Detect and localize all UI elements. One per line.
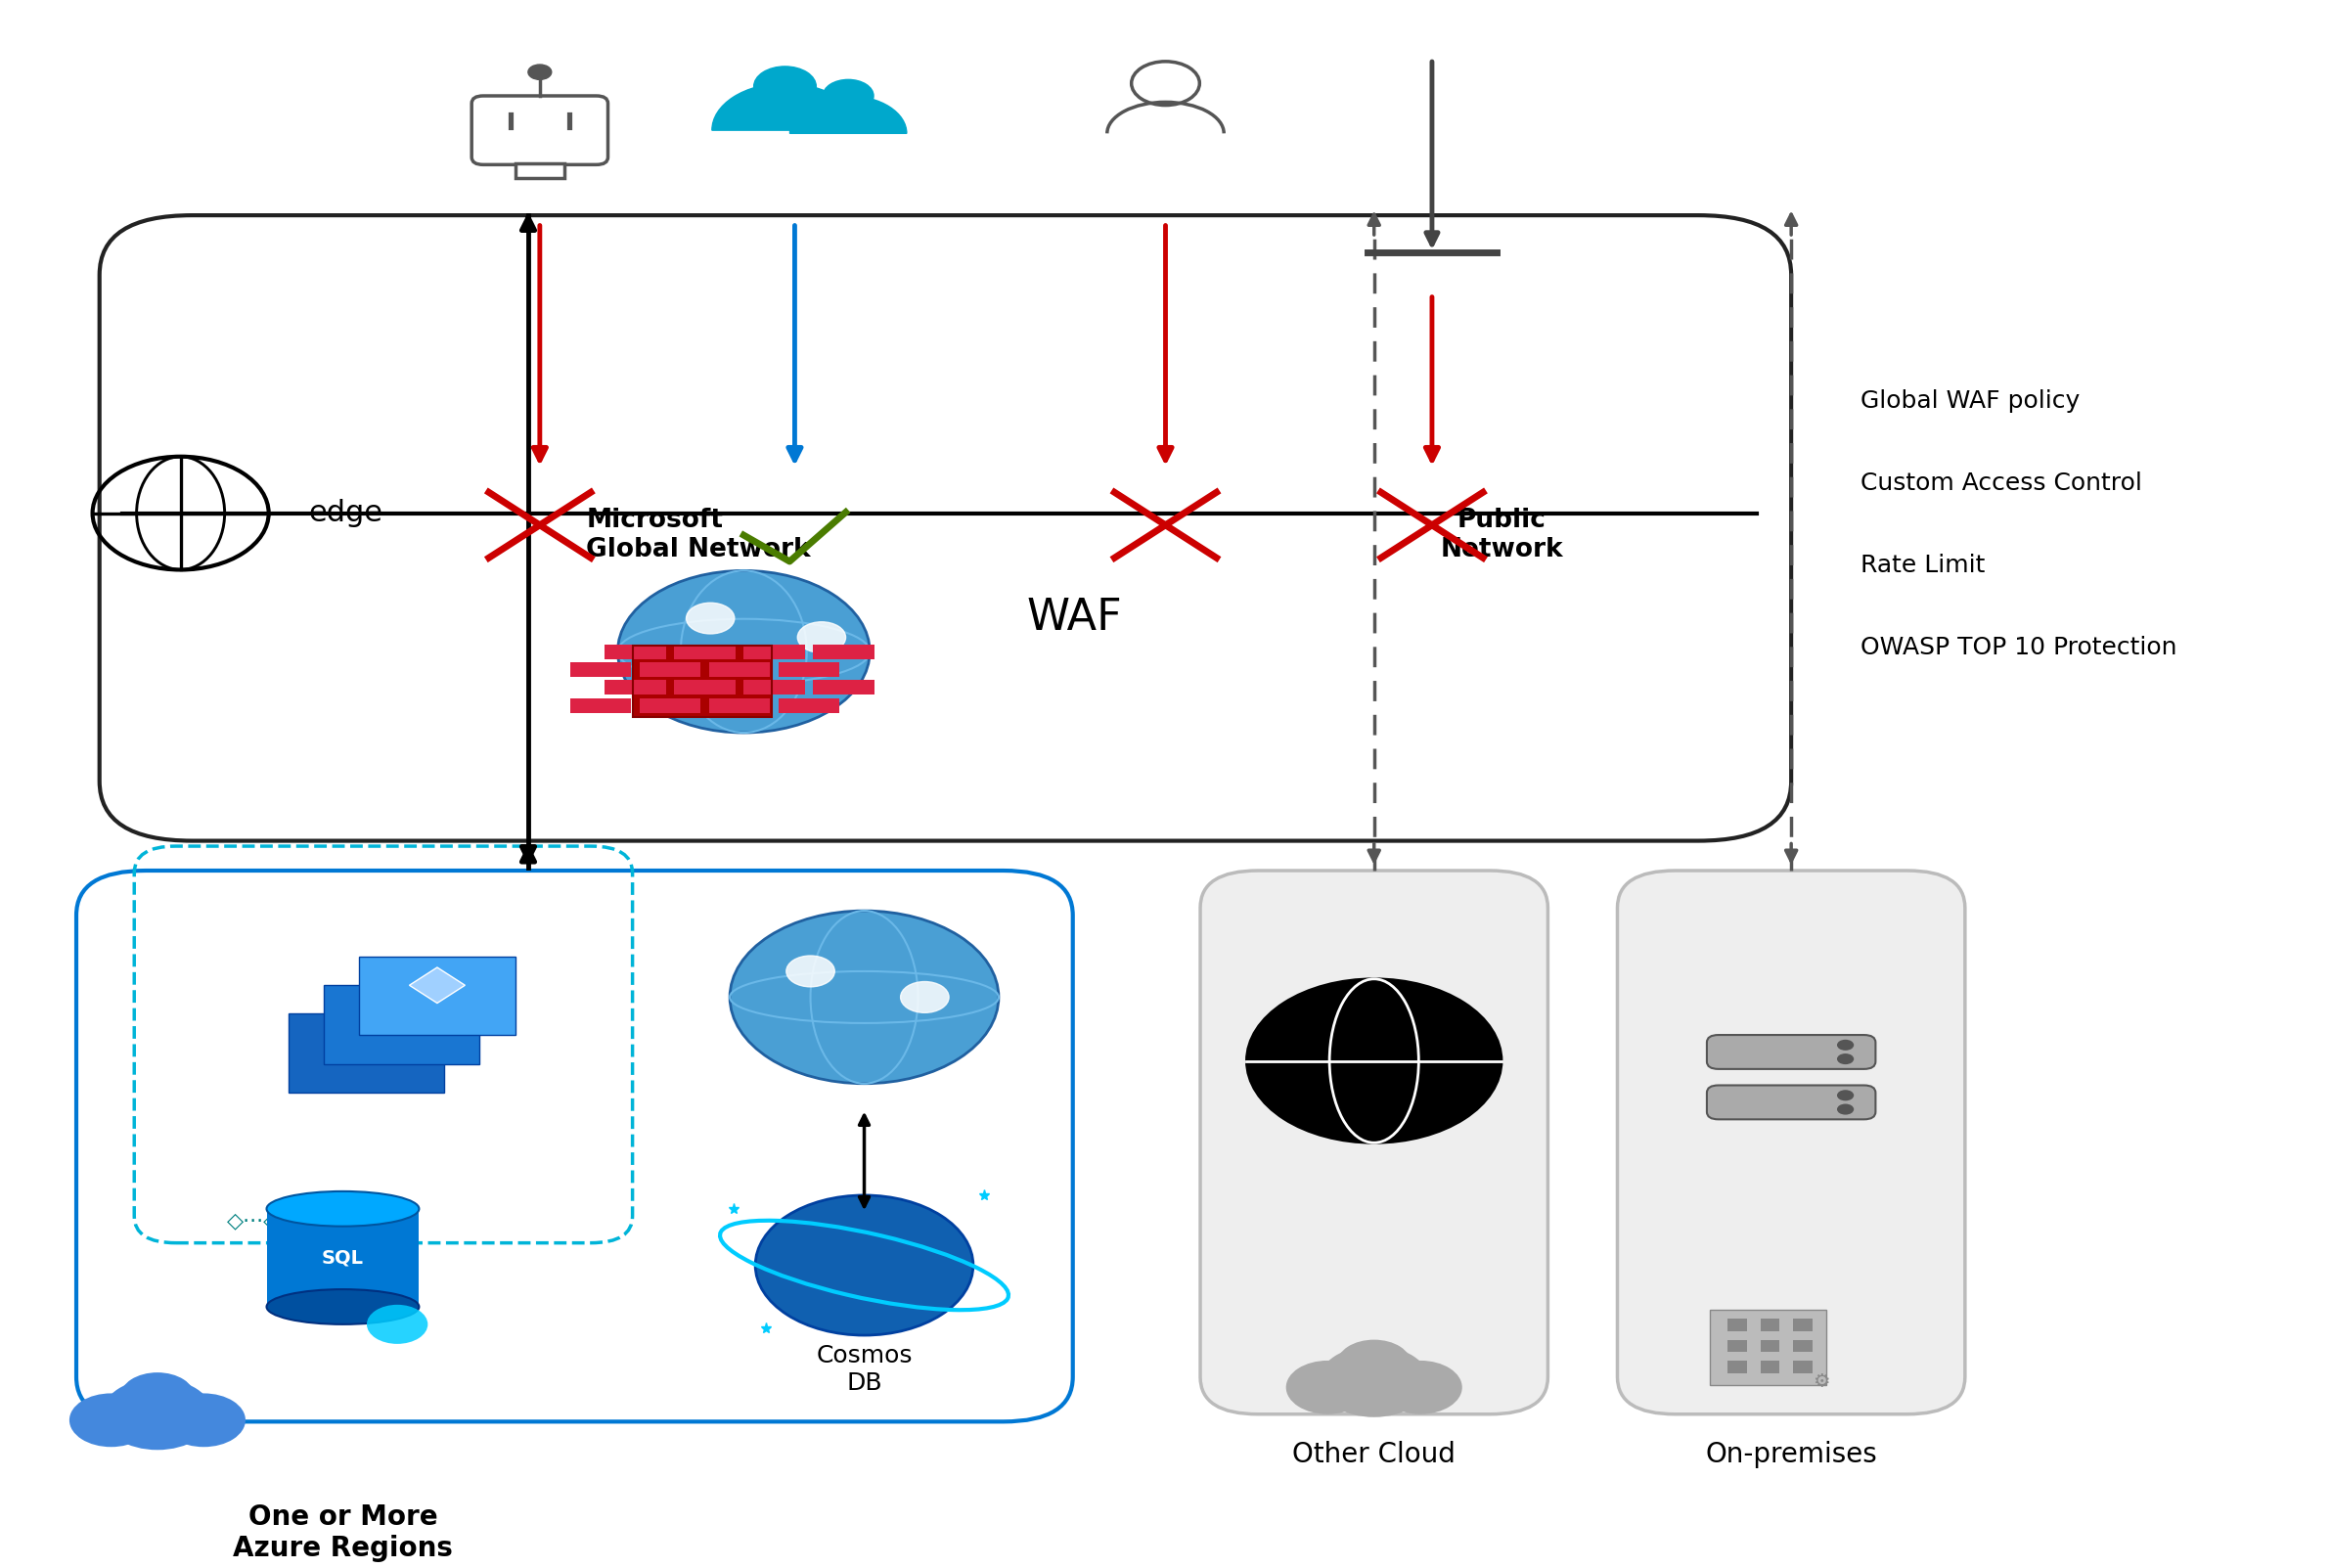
FancyBboxPatch shape [77, 870, 1072, 1422]
FancyBboxPatch shape [779, 662, 839, 677]
FancyBboxPatch shape [1618, 870, 1965, 1414]
Circle shape [685, 602, 734, 633]
FancyBboxPatch shape [266, 1209, 420, 1306]
FancyBboxPatch shape [1706, 1085, 1876, 1120]
FancyBboxPatch shape [324, 985, 480, 1065]
FancyBboxPatch shape [639, 698, 702, 713]
FancyBboxPatch shape [1727, 1361, 1746, 1374]
FancyBboxPatch shape [471, 96, 608, 165]
Circle shape [121, 1372, 193, 1421]
FancyBboxPatch shape [359, 956, 515, 1035]
Circle shape [103, 1378, 212, 1450]
Polygon shape [338, 1024, 394, 1060]
Text: WAF: WAF [1026, 596, 1121, 638]
Circle shape [1837, 1040, 1853, 1051]
Circle shape [823, 80, 874, 113]
Ellipse shape [266, 1192, 420, 1226]
Polygon shape [373, 996, 429, 1032]
FancyBboxPatch shape [569, 662, 632, 677]
FancyBboxPatch shape [1200, 870, 1548, 1414]
FancyBboxPatch shape [744, 644, 804, 659]
FancyBboxPatch shape [709, 698, 769, 713]
Text: ◇···◇: ◇···◇ [226, 1210, 282, 1231]
Text: ⚙: ⚙ [1814, 1372, 1830, 1391]
Circle shape [529, 64, 552, 80]
Text: Global WAF policy: Global WAF policy [1860, 390, 2079, 414]
Text: OWASP TOP 10 Protection: OWASP TOP 10 Protection [1860, 635, 2177, 659]
FancyBboxPatch shape [744, 681, 804, 695]
Circle shape [1338, 1339, 1410, 1388]
Text: Microsoft
Global Network: Microsoft Global Network [585, 508, 811, 563]
Text: Public
Network: Public Network [1441, 508, 1564, 563]
Text: SQL: SQL [322, 1248, 364, 1267]
FancyBboxPatch shape [1793, 1361, 1814, 1374]
FancyBboxPatch shape [709, 662, 769, 677]
FancyBboxPatch shape [604, 681, 667, 695]
FancyBboxPatch shape [100, 215, 1790, 840]
FancyBboxPatch shape [604, 644, 667, 659]
Text: Other Cloud: Other Cloud [1291, 1441, 1455, 1468]
Text: One or More
Azure Regions: One or More Azure Regions [233, 1504, 452, 1563]
Circle shape [70, 1394, 154, 1447]
Text: Rate Limit: Rate Limit [1860, 554, 1986, 577]
FancyBboxPatch shape [289, 1014, 443, 1093]
Circle shape [1837, 1054, 1853, 1065]
FancyBboxPatch shape [1727, 1319, 1746, 1331]
FancyBboxPatch shape [515, 163, 564, 179]
Circle shape [797, 622, 846, 652]
FancyBboxPatch shape [1706, 1035, 1876, 1069]
Circle shape [1247, 978, 1501, 1143]
Text: On-premises: On-premises [1706, 1441, 1876, 1468]
FancyBboxPatch shape [674, 644, 734, 659]
FancyBboxPatch shape [1760, 1361, 1779, 1374]
Circle shape [1378, 1361, 1462, 1414]
Circle shape [755, 1195, 972, 1336]
Polygon shape [410, 967, 464, 1004]
Circle shape [618, 571, 869, 732]
Circle shape [900, 982, 949, 1013]
Circle shape [786, 956, 834, 986]
FancyBboxPatch shape [1793, 1319, 1814, 1331]
FancyBboxPatch shape [569, 698, 632, 713]
FancyBboxPatch shape [639, 662, 702, 677]
Text: edge: edge [308, 499, 382, 527]
Text: Custom Access Control: Custom Access Control [1860, 472, 2142, 495]
Ellipse shape [266, 1289, 420, 1325]
Circle shape [366, 1305, 429, 1344]
Text: Cosmos
DB: Cosmos DB [816, 1344, 911, 1396]
Wedge shape [790, 96, 907, 133]
Circle shape [1837, 1104, 1853, 1115]
FancyBboxPatch shape [814, 644, 874, 659]
FancyBboxPatch shape [674, 681, 734, 695]
FancyBboxPatch shape [1709, 1309, 1828, 1385]
FancyBboxPatch shape [1727, 1339, 1746, 1352]
FancyBboxPatch shape [632, 646, 772, 717]
Circle shape [1287, 1361, 1368, 1414]
Circle shape [730, 911, 998, 1083]
FancyBboxPatch shape [1793, 1339, 1814, 1352]
Circle shape [1319, 1345, 1429, 1417]
Wedge shape [711, 83, 858, 130]
Circle shape [753, 66, 816, 107]
Circle shape [1837, 1090, 1853, 1101]
FancyBboxPatch shape [1760, 1339, 1779, 1352]
FancyBboxPatch shape [1760, 1319, 1779, 1331]
FancyBboxPatch shape [814, 681, 874, 695]
FancyBboxPatch shape [779, 698, 839, 713]
Circle shape [163, 1394, 245, 1447]
